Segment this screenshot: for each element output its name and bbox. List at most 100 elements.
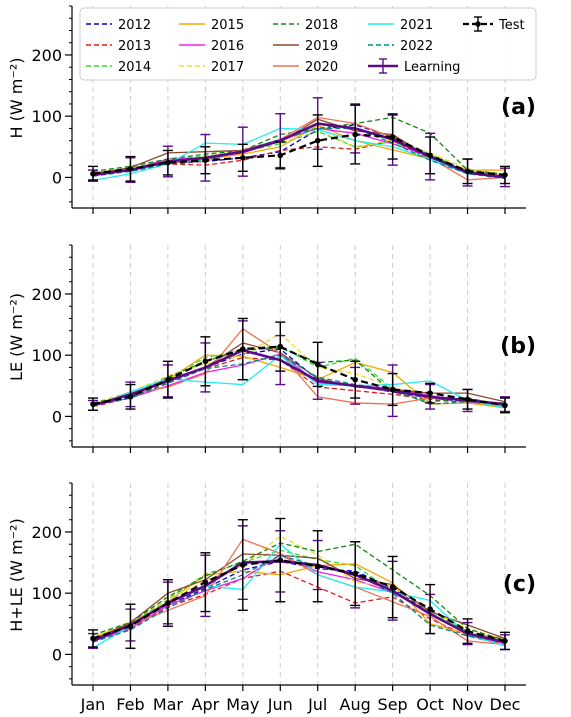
legend-label: 2019 [305, 39, 338, 54]
series-line-Learning [92, 348, 506, 407]
y-tick-label: 0 [52, 168, 62, 187]
legend: 2012 2013 2014 2015 2016 2017 2018 2019 2020 2021… [79, 7, 537, 81]
panel-label: (c) [503, 572, 536, 597]
legend-label: 2017 [211, 60, 244, 75]
legend-label: 2020 [305, 60, 338, 75]
data-point-Test [464, 168, 471, 175]
legend-label: 2018 [305, 18, 338, 33]
legend-label: 2021 [400, 18, 433, 33]
panel-label: (a) [501, 95, 536, 120]
legend-label: 2015 [211, 18, 244, 33]
panel-2: 0 100 200 H+LE (W m⁻²) (c) [7, 482, 536, 691]
x-tick-label: Apr [192, 695, 220, 714]
data-point-Test [314, 137, 321, 144]
data-point-Test [314, 563, 321, 570]
y-tick-label: 200 [31, 285, 62, 304]
series-line-2014 [92, 130, 506, 177]
data-point-Test [240, 155, 246, 161]
data-point-Test [165, 159, 171, 166]
y-axis-label: H+LE (W m⁻²) [7, 518, 26, 631]
legend-label: 2013 [118, 39, 151, 54]
data-point-Test [427, 606, 433, 612]
x-tick-label: Jan [80, 695, 106, 714]
x-tick-label: Sep [378, 695, 408, 714]
series-line-2013 [92, 570, 506, 646]
legend-marker [475, 21, 481, 27]
data-point-Test [502, 402, 508, 409]
data-point-Test [202, 579, 209, 585]
y-tick-label: 0 [52, 407, 62, 426]
y-tick-label: 100 [31, 584, 62, 603]
series-line-2012 [92, 124, 506, 177]
x-tick-label: Feb [116, 695, 144, 714]
series-line-2015 [92, 563, 506, 640]
x-tick-label: Mar [153, 695, 184, 714]
series-line-2013 [92, 139, 506, 179]
data-point-Test [127, 394, 134, 400]
legend-label: Test [498, 18, 525, 33]
x-tick-label: Oct [416, 695, 444, 714]
data-point-Test [352, 131, 358, 138]
data-point-Test [90, 170, 96, 177]
data-point-Test [502, 172, 508, 178]
x-tick-label: Jun [267, 695, 293, 714]
data-point-Test [202, 358, 209, 365]
series-line-2017 [92, 535, 506, 641]
data-point-Test [464, 396, 471, 403]
legend-label: Learning [404, 60, 460, 75]
data-point-Test [427, 152, 433, 159]
series-line-2021 [92, 543, 506, 649]
data-point-Test [277, 343, 284, 350]
series-line-2019 [92, 553, 506, 641]
data-point-Test [240, 562, 246, 568]
y-tick-label: 200 [31, 46, 62, 65]
data-point-Test [389, 134, 396, 140]
data-point-Test [277, 557, 284, 563]
series-line-Learning [92, 560, 506, 644]
series-line-Test [92, 133, 506, 177]
series-line-2017 [92, 332, 506, 407]
y-axis-label: LE (W m⁻²) [7, 293, 26, 381]
series-line-Test [92, 345, 506, 407]
data-point-Test [314, 361, 321, 368]
data-point-Test [389, 386, 396, 393]
y-tick-label: 100 [31, 107, 62, 126]
data-point-Test [427, 390, 433, 396]
data-point-Test [240, 346, 246, 352]
legend-box [79, 7, 537, 81]
legend-label: 2012 [118, 18, 151, 33]
series-line-2016 [92, 554, 506, 645]
x-tick-label: May [226, 695, 259, 714]
data-point-Test [277, 152, 284, 159]
data-point-Test [90, 635, 96, 642]
data-point-Test [464, 628, 471, 634]
series-line-2022 [92, 354, 506, 407]
legend-label: 2016 [211, 39, 244, 54]
series-line-2021 [92, 127, 506, 182]
data-point-Test [127, 166, 134, 172]
data-point-Test [352, 570, 358, 577]
y-tick-label: 0 [52, 645, 62, 664]
legend-label: 2022 [400, 39, 433, 54]
x-tick-label: Aug [340, 695, 371, 714]
data-point-Test [165, 376, 171, 383]
y-tick-label: 200 [31, 523, 62, 542]
panel-label: (b) [500, 334, 536, 359]
panel-1: 0 100 200 LE (W m⁻²) (b) [7, 244, 536, 453]
x-tick-label: Jul [307, 695, 327, 714]
series-line-Test [92, 559, 506, 642]
data-point-Test [127, 623, 134, 630]
data-point-Test [352, 376, 358, 383]
panel-0: 0 100 200 H (W m⁻²) (a) [7, 5, 536, 214]
y-tick-label: 100 [31, 346, 62, 365]
series-line-2018 [92, 542, 506, 641]
series-line-2022 [92, 127, 506, 180]
series-line-Learning [92, 122, 506, 179]
y-axis-label: H (W m⁻²) [7, 58, 26, 139]
series-line-2022 [92, 554, 506, 643]
data-point-Test [165, 600, 171, 606]
x-tick-label: Dec [490, 695, 521, 714]
data-point-Test [502, 638, 508, 644]
data-point-Test [389, 584, 396, 590]
